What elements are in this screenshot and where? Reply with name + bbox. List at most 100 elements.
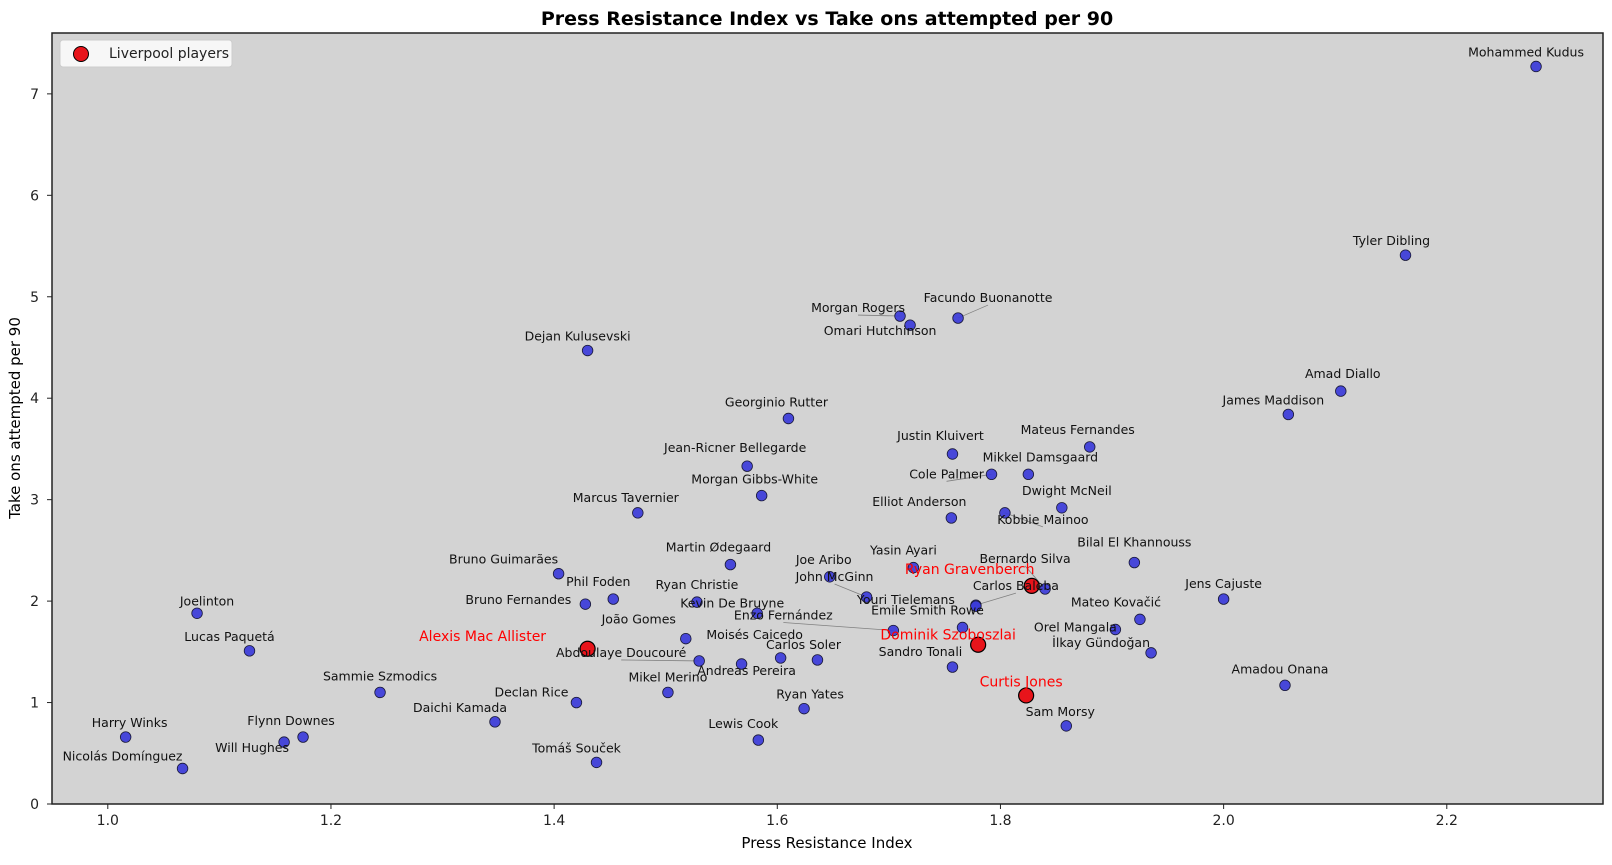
- label-elliot-anderson: Elliot Anderson: [872, 494, 966, 509]
- point-declan-rice: [570, 696, 583, 709]
- y-axis-ticks: 0 1 2 3 4 5 6 7: [30, 87, 52, 813]
- point-phil-foden: [607, 593, 619, 605]
- point-ilkay-gundogan: [1145, 647, 1157, 659]
- point-kevin-de-bruyne: [751, 607, 763, 619]
- point-moises-caicedo: [774, 652, 787, 664]
- label-will-hughes: Will Hughes: [215, 740, 289, 755]
- label-bruno-guimaraes: Bruno Guimarães: [449, 552, 558, 567]
- point-dwight-mcneil: [1056, 502, 1068, 514]
- leader-line: [975, 592, 1017, 606]
- point-dejan-kulusevski: [581, 344, 594, 357]
- label-justin-kluivert: Justin Kluivert: [896, 428, 984, 443]
- point-martin-degaard: [724, 558, 737, 571]
- label-joelinton: Joelinton: [179, 593, 234, 608]
- x-axis-label: Press Resistance Index: [741, 834, 912, 852]
- point-joe-aribo: [824, 571, 836, 583]
- label-cole-palmer: Cole Palmer: [909, 466, 984, 481]
- label-dwight-mcneil: Dwight McNeil: [1022, 483, 1112, 498]
- label-ryan-christie: Ryan Christie: [656, 577, 739, 592]
- label-lewis-cook: Lewis Cook: [708, 716, 779, 731]
- label-mikel-merino: Mikel Merino: [629, 669, 708, 684]
- point-emile-smith-rowe: [956, 621, 969, 634]
- label-tomas-soucek: Tomáš Souček: [531, 740, 622, 755]
- label-andreas-pereira: Andreas Pereira: [697, 663, 796, 678]
- leader-line: [783, 622, 894, 631]
- x-tick-label: 1.8: [989, 813, 1011, 829]
- label-enzo-fernandez: Enzo Fernández: [734, 608, 833, 623]
- point-sammie-szmodics: [374, 686, 386, 699]
- label-ryan-gravenberch: Ryan Gravenberch: [905, 562, 1035, 578]
- label-mateo-kovacic: Mateo Kovačić: [1071, 594, 1161, 609]
- x-tick-label: 2.2: [1436, 813, 1458, 829]
- label-amad-diallo: Amad Diallo: [1305, 366, 1381, 381]
- label-joe-aribo: Joe Aribo: [795, 552, 852, 567]
- label-mikkel-damsgaard: Mikkel Damsgaard: [983, 449, 1099, 464]
- chart-title: Press Resistance Index vs Take ons attem…: [541, 8, 1113, 30]
- label-emile-smith-rowe: Emile Smith Rowe: [871, 602, 984, 617]
- point-kobbie-mainoo: [999, 507, 1011, 519]
- label-daichi-kamada: Daichi Kamada: [413, 700, 507, 715]
- label-james-maddison: James Maddison: [1222, 392, 1325, 407]
- point-ryan-gravenberch: [1023, 577, 1040, 594]
- point-morgan-rogers: [894, 310, 906, 322]
- point-harry-winks: [119, 731, 132, 743]
- label-morgan-gibbs-white: Morgan Gibbs-White: [691, 472, 818, 487]
- point-ryan-yates: [798, 702, 810, 715]
- point-alexis-mac-allister: [579, 640, 596, 657]
- plot-area: [51, 32, 1604, 805]
- point-sam-morsy: [1060, 720, 1072, 732]
- label-bilal-el-khannouss: Bilal El Khannouss: [1077, 535, 1191, 550]
- label-sam-morsy: Sam Morsy: [1026, 704, 1096, 719]
- label-mateus-fernandes: Mateus Fernandes: [1021, 422, 1135, 437]
- label-youri-tielemans: Youri Tielemans: [856, 592, 955, 607]
- label-flynn-downes: Flynn Downes: [247, 713, 335, 728]
- label-sammie-szmodics: Sammie Szmodics: [323, 668, 437, 683]
- point-bernardo-silva: [1039, 583, 1051, 595]
- point-sandro-tonali: [946, 661, 959, 673]
- point-mohammed-kudus: [1530, 60, 1542, 73]
- x-axis-ticks: 1.0 1.2 1.4 1.6 1.8 2.0 2.2: [97, 804, 1458, 829]
- label-orel-mangala: Orel Mangala: [1034, 620, 1117, 635]
- point-orel-mangala: [1109, 623, 1122, 636]
- point-bruno-guimaraes: [552, 568, 565, 580]
- label-ilkay-gundogan: İlkay Gündoğan: [1052, 635, 1150, 650]
- point-tyler-dibling: [1399, 249, 1412, 261]
- point-justin-kluivert: [946, 448, 959, 460]
- label-phil-foden: Phil Foden: [566, 574, 630, 589]
- y-tick-label: 1: [30, 696, 39, 712]
- leader-line: [946, 473, 992, 482]
- y-tick-label: 2: [30, 594, 39, 610]
- point-enzo-fernandez: [887, 624, 900, 637]
- data-points: [119, 60, 1542, 775]
- label-moises-caicedo: Moisés Caicedo: [706, 627, 803, 642]
- point-andreas-pereira: [735, 658, 748, 670]
- label-martin-degaard: Martin Ødegaard: [666, 540, 771, 555]
- label-facundo-buonanotte: Facundo Buonanotte: [924, 290, 1053, 305]
- y-tick-label: 4: [30, 391, 39, 407]
- point-cole-palmer: [985, 468, 998, 480]
- label-amadou-onana: Amadou Onana: [1232, 661, 1329, 676]
- legend-box: [59, 39, 233, 68]
- point-georginio-rutter: [782, 412, 795, 425]
- label-curtis-jones: Curtis Jones: [980, 674, 1063, 690]
- leader-line: [858, 314, 901, 317]
- y-axis-label: Take ons attempted per 90: [6, 317, 24, 520]
- point-labels: Mohammed Kudus Tyler Dibling Facundo Buona…: [63, 44, 1584, 763]
- x-tick-label: 1.2: [320, 813, 342, 829]
- label-kevin-de-bruyne: Kevin De Bruyne: [680, 595, 784, 610]
- point-mateo-kovacic: [1134, 613, 1146, 626]
- point-bruno-fernandes: [579, 598, 592, 610]
- point-carlos-soler: [811, 654, 824, 666]
- point-joelinton: [191, 607, 203, 619]
- label-tyler-dibling: Tyler Dibling: [1352, 233, 1430, 248]
- legend: Liverpool players: [59, 39, 233, 68]
- point-will-hughes: [278, 736, 290, 748]
- x-tick-label: 1.4: [543, 813, 565, 829]
- label-declan-rice: Declan Rice: [494, 685, 568, 700]
- point-abdoulaye-doucoure: [693, 655, 705, 667]
- y-tick-label: 0: [30, 797, 39, 813]
- point-joao-gomes: [680, 632, 692, 645]
- label-morgan-rogers: Morgan Rogers: [811, 300, 905, 315]
- point-facundo-buonanotte: [952, 312, 964, 324]
